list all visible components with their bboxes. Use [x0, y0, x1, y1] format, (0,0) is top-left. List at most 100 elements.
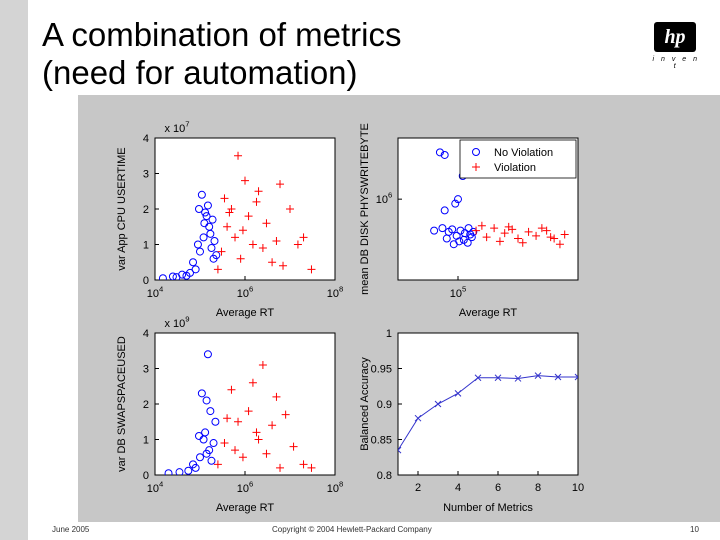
top-right-point-0-11 — [456, 226, 465, 235]
top-left-point-1-13 — [272, 236, 281, 245]
top-left-y-tick-label-2: 2 — [143, 204, 149, 216]
top-left-point-1-14 — [279, 261, 288, 270]
top-right-point-1-12 — [477, 221, 486, 230]
bottom-left-point-1-4 — [238, 453, 247, 462]
top-right-point-1-7 — [532, 231, 541, 240]
bottom-left-point-1-2 — [227, 385, 236, 394]
bottom-left-point-0-12 — [207, 456, 216, 465]
top-right-point-0-9 — [448, 225, 457, 234]
bottom-right-point-3 — [454, 389, 462, 397]
bottom-right-y-tick-label-2: 0.9 — [377, 399, 392, 411]
top-left-point-0-22 — [194, 205, 203, 213]
bottom-left-y-multiplier: x 109 — [164, 315, 189, 331]
bottom-left-y-tick-label-4: 4 — [143, 328, 149, 340]
top-right-point-0-0 — [435, 148, 444, 157]
legend-label-0: No Violation — [494, 147, 553, 159]
top-right-x-axis-label: Average RT — [459, 307, 518, 319]
bottom-left-y-tick-label-2: 2 — [143, 399, 149, 411]
bottom-right-series-line — [398, 375, 578, 451]
bottom-left-point-1-1 — [220, 439, 229, 448]
legend-marker-0 — [472, 148, 480, 156]
top-left-point-0-17 — [206, 229, 215, 238]
bottom-left-point-0-13 — [209, 439, 218, 448]
top-left-point-0-21 — [212, 251, 221, 260]
bottom-left-point-1-15 — [307, 463, 316, 472]
bottom-left-point-0-16 — [202, 449, 211, 458]
bottom-left-point-0-0 — [164, 469, 173, 475]
top-right-x-tick-label-0-text: 105 — [450, 285, 467, 301]
bottom-left-point-1-11 — [276, 463, 285, 472]
top-right-point-1-10 — [555, 240, 564, 249]
bottom-left-point-0-9 — [201, 428, 210, 437]
bottom-left-point-1-8 — [258, 360, 267, 369]
top-left-point-1-21 — [225, 208, 234, 217]
bottom-left-point-1-12 — [281, 410, 290, 419]
bottom-right-point-9 — [574, 373, 578, 381]
bottom-right-point-2 — [434, 400, 442, 408]
page-number: 10 — [690, 525, 699, 534]
bottom-right-point-1 — [414, 414, 422, 422]
top-left-point-1-4 — [231, 233, 240, 242]
bottom-left-point-1-9 — [262, 449, 271, 458]
top-right-point-0-21 — [469, 227, 478, 236]
hp-logo: hp i n v e n t — [650, 22, 702, 70]
top-left-point-1-5 — [236, 254, 245, 263]
top-right-point-1-17 — [546, 233, 555, 242]
top-left-y-tick-label-0: 0 — [143, 275, 149, 287]
top-right-marks — [430, 148, 569, 249]
bottom-right-y-tick-label-1: 0.85 — [371, 435, 392, 447]
top-left-point-0-6 — [199, 233, 208, 242]
top-left-point-1-16 — [293, 240, 302, 249]
top-left-point-0-15 — [189, 258, 198, 267]
bottom-left-point-0-17 — [206, 407, 215, 416]
top-left-y-tick-label-4: 4 — [143, 133, 149, 145]
bottom-right-x-tick-label-3: 8 — [535, 482, 541, 494]
bottom-left-point-1-16 — [223, 414, 232, 423]
bottom-right-point-7 — [534, 372, 542, 379]
slide-sidebar — [0, 0, 28, 540]
bottom-left-marks — [164, 350, 316, 475]
bottom-left-x-tick-label-1: 106 — [237, 480, 254, 496]
title-line-1: A combination of metrics — [42, 16, 402, 53]
top-right-point-1-11 — [560, 230, 569, 239]
footer-date: June 2005 — [52, 525, 90, 534]
top-right-point-0-19 — [463, 238, 472, 247]
top-left-point-1-11 — [262, 219, 271, 228]
top-right-point-1-14 — [504, 222, 513, 231]
bottom-left-y-axis-label: var DB SWAPSPACEUSED — [116, 336, 128, 472]
bottom-left-x-tick-label-1-text: 106 — [237, 480, 254, 496]
bottom-left-plot-area — [154, 332, 336, 476]
top-right-point-0-15 — [442, 234, 451, 243]
top-left-point-1-19 — [234, 151, 243, 160]
top-left-point-1-17 — [299, 233, 308, 242]
top-left-x-tick-label-1-text: 106 — [237, 285, 254, 301]
bottom-left-y-tick-label-1: 1 — [143, 435, 149, 447]
top-left-point-0-12 — [207, 244, 216, 253]
top-left-point-1-0 — [213, 265, 222, 274]
top-right-point-1-5 — [514, 234, 522, 243]
top-left-point-1-23 — [252, 197, 261, 206]
top-right-point-1-15 — [518, 238, 527, 247]
bottom-left-point-0-6 — [203, 350, 212, 359]
top-left-point-0-23 — [200, 219, 209, 228]
top-right-point-1-2 — [490, 224, 499, 233]
bottom-left-point-1-5 — [244, 407, 253, 416]
top-left-point-1-3 — [227, 205, 236, 213]
top-right-point-1-8 — [542, 226, 551, 235]
top-right-point-0-6 — [430, 226, 439, 235]
top-left-y-tick-label-3: 3 — [143, 169, 149, 181]
top-right-point-1-6 — [524, 227, 533, 236]
bottom-left-point-0-1 — [175, 468, 184, 475]
bottom-left-point-0-10 — [194, 431, 203, 440]
legend-box — [459, 139, 577, 179]
bottom-left-point-1-19 — [272, 392, 281, 401]
top-left-point-0-18 — [182, 271, 191, 280]
bottom-left-point-1-13 — [289, 442, 298, 451]
bottom-right-y-axis-label: Balanced Accuracy — [359, 357, 371, 451]
legend-label-1: Violation — [494, 162, 536, 174]
top-left-point-1-7 — [244, 212, 253, 221]
top-left-point-0-0 — [158, 274, 167, 280]
bottom-left-point-0-15 — [189, 460, 198, 469]
top-left-plot-area — [154, 137, 336, 281]
